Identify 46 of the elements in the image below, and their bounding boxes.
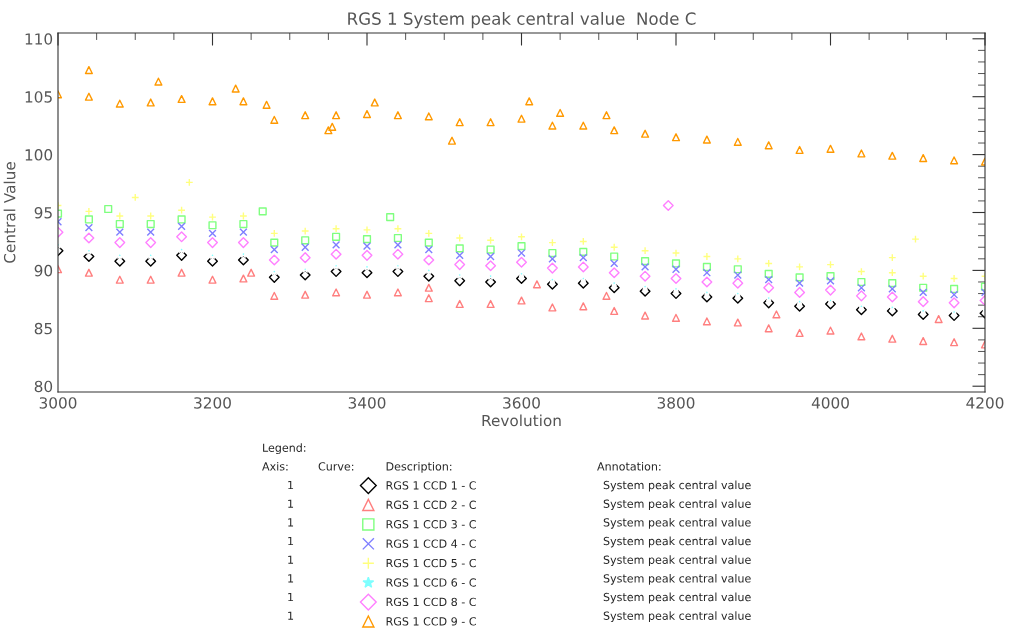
text: System peak central value (603, 592, 751, 604)
text: System peak central value (603, 480, 751, 492)
x-tick-label: 3000 (39, 397, 77, 409)
text: Axis: (262, 461, 288, 471)
y-tick-label: 80 (34, 380, 53, 393)
y-tick-label: 85 (34, 322, 52, 335)
legend-label: RGS 1 CCD 6 - C (386, 578, 476, 587)
chart-title: RGS 1 System peak central value Node C (348, 12, 696, 29)
text: 1 (288, 499, 294, 508)
text: System peak central value (603, 555, 751, 567)
x-tick-label: 3800 (657, 397, 695, 409)
legend-label: RGS 1 CCD 3 - C (386, 520, 476, 529)
legend-label: RGS 1 CCD 8 - C (386, 597, 476, 607)
text: 1 (288, 555, 294, 564)
legend-label: RGS 1 CCD 5 - C (386, 558, 476, 568)
x-axis-title: Revolution (482, 414, 561, 427)
text: Curve: (318, 462, 354, 471)
text: Annotation: (597, 461, 661, 471)
legend-label: RGS 1 CCD 1 - C (386, 481, 476, 490)
text: 1 (288, 480, 294, 490)
y-tick-label: 105 (25, 91, 52, 103)
text: 1 (288, 592, 294, 602)
x-tick-label: 4200 (966, 397, 1004, 409)
legend-label: RGS 1 CCD 4 - C (386, 539, 476, 548)
text: 1 (288, 611, 294, 620)
text: 1 (288, 574, 294, 583)
x-tick-label: 3200 (194, 397, 231, 409)
text: System peak central value (603, 499, 751, 511)
y-tick-label: 100 (25, 149, 53, 161)
text: System peak central value (603, 573, 751, 585)
y-tick-label: 110 (25, 33, 53, 45)
text: 1 (288, 518, 294, 527)
y-tick-label: 95 (34, 206, 52, 219)
legend-label: RGS 1 CCD 9 - C (386, 617, 476, 626)
x-tick-label: 3400 (348, 397, 386, 409)
text: System peak central value (603, 536, 751, 548)
text: 1 (288, 536, 294, 546)
text: System peak central value (603, 611, 751, 623)
text: System peak central value (603, 517, 751, 529)
text: Description: (386, 461, 452, 473)
text: Legend: (263, 443, 306, 455)
x-tick-label: 4000 (811, 397, 849, 409)
y-tick-label: 90 (34, 264, 53, 277)
x-tick-label: 3600 (503, 397, 540, 409)
y-axis-title: Central Value (3, 162, 16, 263)
legend-label: RGS 1 CCD 2 - C (386, 500, 476, 510)
